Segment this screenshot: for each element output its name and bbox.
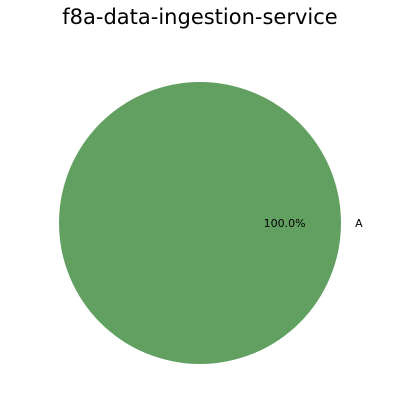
slice-category-label: A: [355, 217, 363, 230]
pie-slice: [59, 82, 341, 364]
chart-title: f8a-data-ingestion-service: [62, 5, 338, 29]
slice-percent-label: 100.0%: [264, 217, 306, 230]
